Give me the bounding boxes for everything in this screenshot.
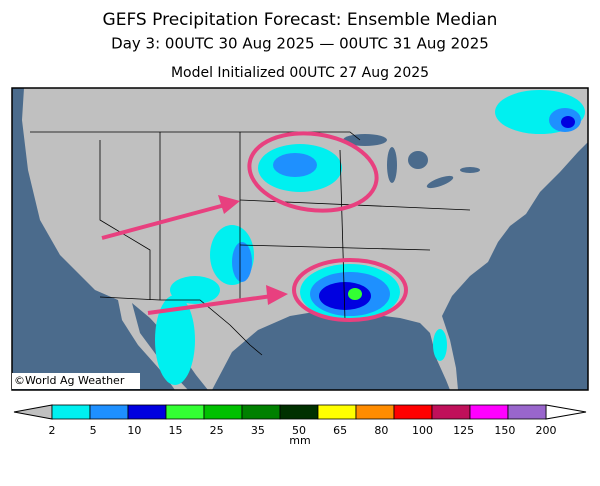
gulf-of-mexico — [212, 311, 450, 390]
colorbar-label: 125 — [453, 424, 474, 437]
atlantic-ocean — [442, 142, 588, 390]
title: GEFS Precipitation Forecast: Ensemble Me… — [103, 10, 498, 30]
colorbar-segment — [203, 404, 243, 420]
colorbar-segment — [355, 404, 395, 420]
init-time: Model Initialized 00UTC 27 Aug 2025 — [171, 65, 429, 81]
colorbar-units: mm — [289, 434, 310, 447]
subtitle: Day 3: 00UTC 30 Aug 2025 — 00UTC 31 Aug … — [111, 35, 489, 53]
colorbar-low-end — [13, 404, 53, 420]
colorbar-segment — [51, 404, 91, 420]
colorbar: 2 5 10 15 25 35 50 65 80 100 125 150 200 — [13, 404, 587, 437]
colorbar-segment — [507, 404, 547, 420]
colorbar-label: 15 — [169, 424, 183, 437]
colorbar-segment — [241, 404, 281, 420]
colorbar-segment — [431, 404, 471, 420]
colorbar-segment — [279, 404, 319, 420]
credit: ©World Ag Weather — [14, 374, 125, 387]
colorbar-label: 50 — [292, 424, 306, 437]
colorbar-segment — [393, 404, 433, 420]
colorbar-label: 80 — [374, 424, 388, 437]
colorbar-high-end — [545, 404, 587, 420]
colorbar-label: 5 — [90, 424, 97, 437]
annotations — [101, 131, 408, 322]
colorbar-label: 2 — [49, 424, 56, 437]
colorbar-segment — [317, 404, 357, 420]
pacific-ocean — [12, 88, 175, 390]
colorbar-segment — [127, 404, 167, 420]
colorbar-label: 10 — [127, 424, 141, 437]
colorbar-label: 65 — [333, 424, 347, 437]
precip — [155, 90, 585, 385]
colorbar-segment — [469, 404, 509, 420]
colorbar-label: 25 — [210, 424, 224, 437]
colorbar-label: 35 — [251, 424, 265, 437]
colorbar-segment — [165, 404, 205, 420]
colorbar-label: 200 — [536, 424, 557, 437]
map: ©World Ag Weather — [11, 87, 589, 391]
colorbar-segment — [89, 404, 129, 420]
credit-box — [12, 373, 140, 389]
colorbar-label: 100 — [412, 424, 433, 437]
colorbar-label: 150 — [494, 424, 515, 437]
great-lakes — [343, 134, 480, 189]
